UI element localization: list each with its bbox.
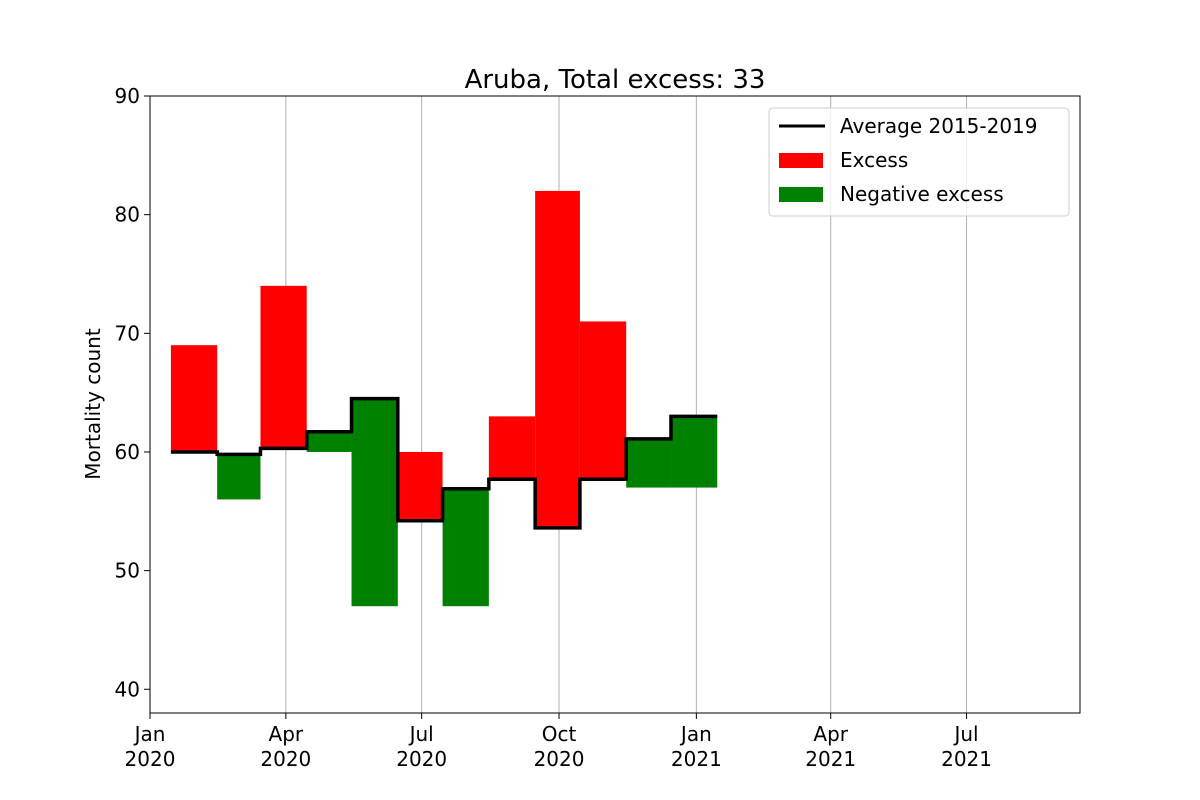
- negative-excess-bar: [442, 488, 489, 607]
- y-tick-label: 90: [115, 84, 140, 108]
- y-tick-label: 80: [115, 203, 140, 227]
- plot-frame: [149, 95, 1081, 714]
- x-tick-label-line: 2021: [941, 747, 992, 771]
- x-tick-label-line: Jan: [679, 722, 712, 746]
- average-line-layer: [170, 396, 718, 530]
- y-axis-label: Mortality count: [81, 328, 105, 480]
- x-tick-label-line: 2020: [534, 747, 585, 771]
- negative-excess-bar: [670, 416, 718, 488]
- chart-title: Aruba, Total excess: 33: [465, 65, 766, 95]
- negative-excess-bar: [351, 398, 398, 607]
- x-tick-label-line: 2021: [671, 747, 722, 771]
- x-tick-label: Jul 2021: [941, 722, 992, 771]
- negative-excess-bar: [217, 454, 261, 500]
- excess-bar: [535, 190, 580, 528]
- legend-frame: [768, 107, 1070, 217]
- y-tick-label: 50: [115, 559, 140, 583]
- x-tick-label-line: Jan: [133, 722, 166, 746]
- negative-excess-bar: [306, 431, 352, 452]
- x-tick-label-line: Apr: [269, 722, 304, 746]
- x-tick-label: Jan 2020: [125, 722, 176, 771]
- excess-bar: [579, 321, 627, 480]
- x-tick-label: Apr 2020: [260, 722, 311, 771]
- x-tick-label: Jan 2021: [671, 722, 722, 771]
- x-tick-label-line: 2020: [396, 747, 447, 771]
- excess-bar: [170, 345, 218, 452]
- x-tick-label-line: Apr: [813, 722, 848, 746]
- excess-bar: [397, 451, 443, 521]
- excess-bar: [260, 285, 307, 449]
- negative-excess-bar: [626, 438, 671, 488]
- y-tick-label: 60: [115, 440, 140, 464]
- x-tick-label: Jul 2020: [396, 722, 447, 771]
- x-tick-label-line: Oct: [542, 722, 577, 746]
- legend-label-negative-excess: Negative excess: [840, 182, 1004, 206]
- x-tick-label-line: 2020: [260, 747, 311, 771]
- x-tick-label-line: Jul: [952, 722, 978, 746]
- excess-bars: [170, 190, 718, 607]
- y-tick-label: 70: [115, 321, 140, 345]
- x-tick-label-line: 2021: [805, 747, 856, 771]
- average-2015-2019-line: [170, 396, 718, 530]
- legend-label-excess: Excess: [840, 148, 908, 172]
- x-tick-label-line: 2020: [125, 747, 176, 771]
- x-tick-label-line: Jul: [408, 722, 434, 746]
- legend: Average 2015-2019 Excess Negative excess: [768, 107, 1070, 217]
- legend-label-average: Average 2015-2019: [840, 114, 1038, 138]
- y-tick-label: 40: [115, 677, 140, 701]
- legend-swatch-excess: [779, 153, 823, 168]
- excess-bar: [488, 416, 536, 480]
- x-tick-label: Apr 2021: [805, 722, 856, 771]
- legend-swatch-negative-excess: [779, 187, 823, 202]
- x-tick-label: Oct 2020: [534, 722, 585, 771]
